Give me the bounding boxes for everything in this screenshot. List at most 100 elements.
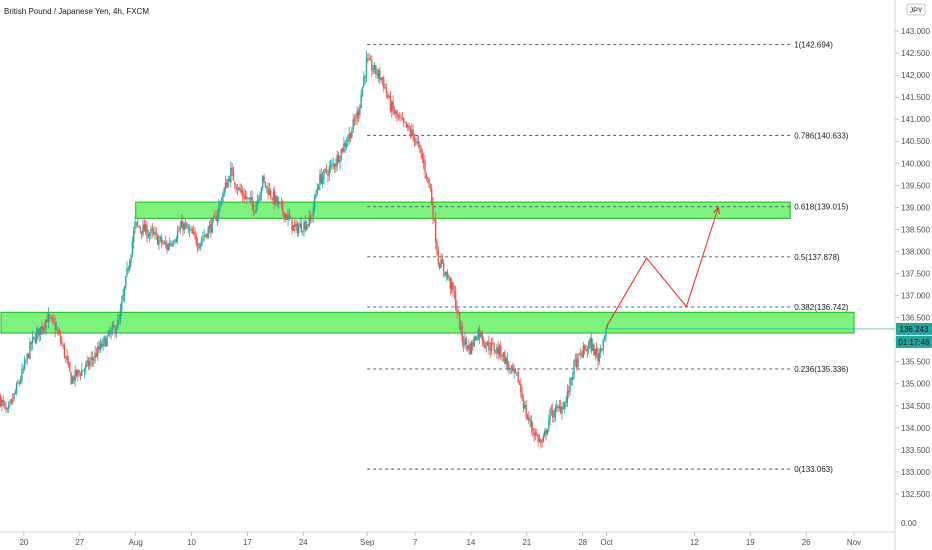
time-axis[interactable]: 20 27 Aug 10 17 24 Sep 7 14 21 28 Oct 12 19 26 Nov [19, 532, 861, 547]
candle-body [49, 314, 51, 318]
projection-path[interactable] [606, 207, 719, 327]
candle-body [329, 164, 332, 168]
candle-body [18, 382, 20, 384]
candle-body [383, 78, 385, 89]
candle-body [254, 211, 256, 213]
candle-body [486, 341, 489, 346]
candle-body [186, 223, 188, 229]
candle-body [176, 231, 179, 239]
candle-body [190, 229, 192, 231]
plot-area[interactable]: 1(142.694) 0.786(140.633) 0.618(139.015) 0.… [0, 41, 895, 475]
candle-body [65, 356, 67, 358]
candle-body [130, 254, 132, 263]
candle-body [246, 196, 248, 199]
candle-body [313, 196, 316, 210]
candle-body [454, 291, 457, 308]
candle-body [589, 339, 591, 344]
candle-body [389, 95, 392, 111]
candle-body [570, 377, 573, 380]
candle-body [156, 235, 159, 245]
candle-body [148, 233, 151, 236]
candle-body [308, 216, 310, 226]
time-tick-label: 10 [187, 538, 196, 547]
candle-body [272, 192, 275, 201]
candle-body [434, 219, 437, 243]
candle-body [371, 60, 373, 72]
candle-body [105, 338, 107, 347]
candle-body [317, 185, 320, 190]
price-tick-label: 133.500 [901, 446, 930, 455]
support-resistance-zone[interactable] [0, 311, 855, 334]
candle-body [182, 221, 184, 230]
candle-body [421, 153, 424, 159]
candle-body [397, 115, 400, 118]
candle-body [19, 379, 22, 383]
candle-body [46, 319, 48, 323]
candle-body [498, 345, 501, 355]
price-tick-label: 142.500 [901, 49, 930, 58]
candle-body [456, 307, 458, 313]
last-price-value: 136.243 [900, 325, 929, 334]
candle-body [336, 155, 338, 166]
candle-body [457, 311, 459, 313]
candle-body [529, 419, 531, 422]
candle-body [426, 177, 429, 178]
candle-body [62, 345, 64, 347]
candle-body [119, 310, 122, 321]
candle-body [33, 336, 35, 338]
candle-body [210, 223, 212, 233]
candle-body [3, 403, 6, 405]
candle-body [2, 399, 5, 403]
candle-body [91, 357, 94, 360]
candle-body [95, 353, 98, 357]
candle-body [82, 370, 84, 372]
candle-body [86, 360, 88, 363]
candle-body [450, 282, 453, 290]
support-resistance-zone[interactable] [135, 201, 791, 219]
price-tick-label: 137.000 [901, 292, 930, 301]
candle-body [583, 345, 586, 350]
candle-body [244, 196, 247, 199]
price-tick-label: 134.500 [901, 402, 930, 411]
candle-body [549, 409, 551, 420]
candle-body [352, 119, 354, 130]
candle-body [150, 229, 152, 234]
candle-body [319, 174, 321, 186]
candle-body [300, 223, 303, 232]
candle-body [74, 369, 76, 382]
candle-body [497, 347, 499, 355]
candle-body [138, 225, 140, 228]
candle-body [106, 336, 108, 346]
candle-body [97, 346, 99, 357]
time-tick-label: 26 [802, 538, 811, 547]
candle-body [325, 168, 328, 173]
candle-body [180, 221, 183, 228]
candle-body [474, 336, 477, 340]
candle-body [47, 314, 50, 322]
candle-body [219, 201, 221, 206]
currency-badge[interactable]: JPY [906, 3, 926, 16]
candle-body [61, 341, 63, 345]
candle-body [438, 263, 441, 269]
candle-body [340, 149, 342, 159]
candle-body [289, 217, 292, 219]
candle-body [222, 194, 224, 202]
candle-body [441, 258, 444, 264]
candle-body [207, 227, 209, 239]
candle-body [341, 148, 344, 152]
candle-body [470, 341, 473, 355]
candle-body [90, 357, 92, 361]
candle-body [399, 115, 401, 117]
candle-body [152, 231, 155, 234]
candle-body [458, 312, 461, 330]
candle-body [203, 235, 205, 238]
candle-body [585, 349, 587, 351]
candle-body [500, 346, 502, 357]
candle-body [17, 382, 19, 384]
candle-body [415, 141, 417, 143]
candle-body [320, 174, 322, 184]
fib-level-label: 1(142.694) [794, 41, 833, 50]
candle-body [281, 202, 284, 212]
candle-body [58, 330, 60, 335]
